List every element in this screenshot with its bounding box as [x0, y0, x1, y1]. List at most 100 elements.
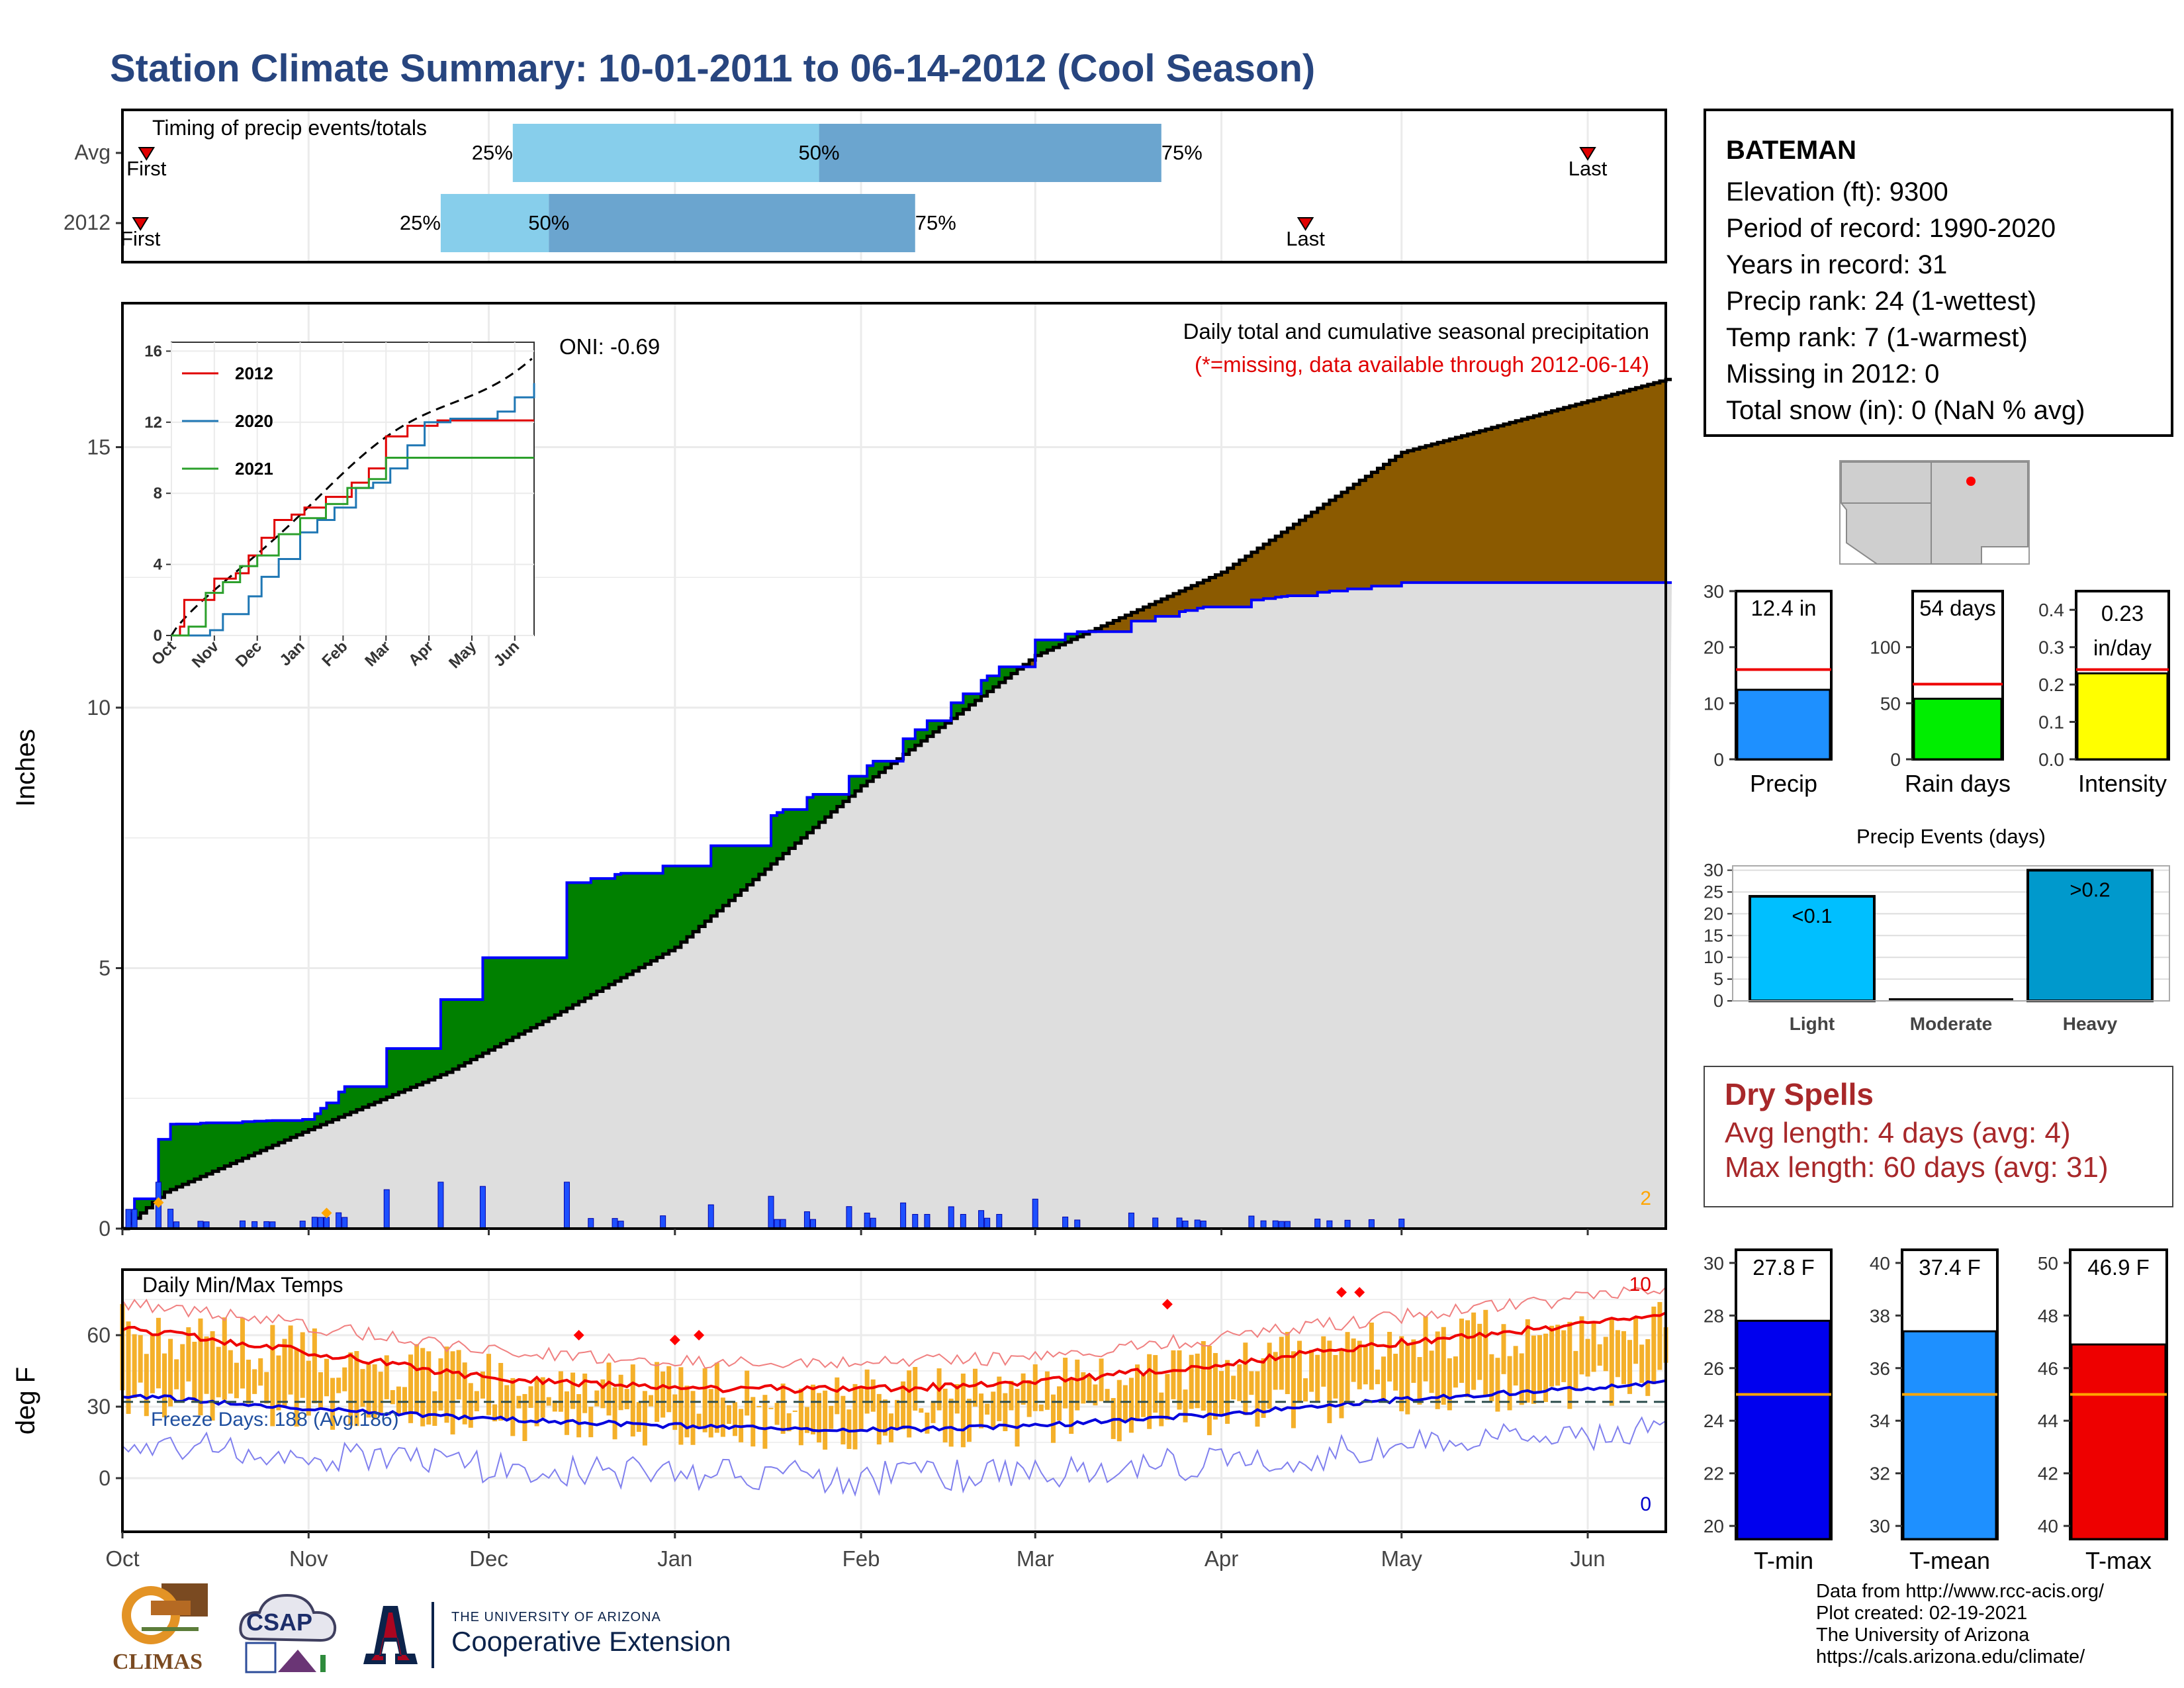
temp-daily-bar [300, 1332, 305, 1398]
month-label: Jun [1570, 1546, 1605, 1571]
month-label: Feb [842, 1546, 880, 1571]
temp-daily-bar [1489, 1354, 1494, 1401]
precip-ytick-label: 10 [87, 696, 111, 720]
temp-daily-bar [1285, 1332, 1290, 1395]
precip-daily-bar [612, 1218, 618, 1229]
temp-daily-bar [306, 1360, 311, 1416]
temp-daily-bar [1183, 1389, 1188, 1423]
temp-daily-bar [558, 1371, 563, 1412]
timing-bar-lower-Avg [512, 124, 819, 182]
temp-daily-bar [1069, 1378, 1074, 1434]
temp-record-marker [1354, 1287, 1365, 1298]
temp-daily-bar [1549, 1325, 1555, 1387]
station-period: Period of record: 1990-2020 [1726, 214, 2056, 243]
temp-daily-bar [1417, 1357, 1422, 1405]
temp-daily-bar [792, 1410, 797, 1412]
temp-bar-ytick-label: 24 [1704, 1411, 1724, 1431]
temp-daily-bar [762, 1395, 768, 1449]
temp-daily-bar [216, 1346, 221, 1397]
temp-daily-bar [1297, 1340, 1302, 1403]
temp-panel-bg [122, 1270, 1666, 1532]
precip-daily-bar [1062, 1216, 1069, 1229]
temp-daily-bar [1075, 1359, 1080, 1411]
precip-daily-bar [864, 1212, 870, 1229]
temp-daily-bar [745, 1370, 750, 1416]
events-category-label: Light [1790, 1013, 1835, 1034]
ua-university-label: THE UNIVERSITY OF ARIZONA [451, 1610, 661, 1624]
temp-bar-ytick-label: 50 [2038, 1253, 2058, 1274]
temp-daily-bar [1195, 1353, 1200, 1409]
precip-daily-bar [984, 1217, 991, 1229]
mini-bar-label-2: 0.23 [2101, 601, 2144, 626]
temp-daily-bar [1093, 1384, 1098, 1406]
temp-daily-bar [702, 1368, 707, 1432]
temp-daily-bar [1134, 1364, 1140, 1421]
temp-daily-bar [498, 1362, 504, 1421]
ua-extension-label: Cooperative Extension [451, 1626, 731, 1657]
events-title: Precip Events (days) [1856, 825, 2046, 848]
precip-daily-bar [1032, 1198, 1038, 1229]
precip-daily-bar [978, 1210, 985, 1229]
inset-2012-line [171, 419, 534, 637]
temp-daily-bar [733, 1402, 738, 1436]
freeze-days-label: Freeze Days: 188 (Avg:186) [151, 1409, 399, 1430]
temp-daily-bar [546, 1397, 551, 1406]
temp-bar-ytick-label: 44 [2038, 1411, 2058, 1431]
temp-daily-bar [1225, 1360, 1230, 1424]
ua-logo [361, 1601, 420, 1667]
temp-daily-bar [486, 1354, 492, 1415]
timing-last-label: Last [1569, 157, 1608, 180]
temp-daily-bar [882, 1399, 887, 1436]
temp-bar-value-2 [2070, 1343, 2167, 1540]
mini-bar-ytick-label: 0.1 [2038, 712, 2064, 733]
temp-daily-bar [804, 1407, 809, 1433]
temp-daily-bar [954, 1383, 960, 1414]
events-bar-label: <0.1 [1792, 904, 1832, 927]
temp-daily-bar [1603, 1336, 1608, 1372]
temp-daily-bar [985, 1403, 990, 1415]
events-ytick-label: 5 [1713, 969, 1723, 989]
inset-legend-label: 2012 [235, 363, 273, 383]
timing-last-marker [1579, 147, 1596, 161]
temp-daily-bar [841, 1395, 846, 1445]
temp-daily-bar [276, 1355, 281, 1411]
temp-bar-ytick-label: 42 [2038, 1464, 2058, 1484]
temp-daily-bar [588, 1407, 594, 1438]
mini-bar-ytick-label: 10 [1704, 693, 1724, 714]
temp-daily-bar [1243, 1342, 1248, 1415]
temp-daily-bar [432, 1391, 437, 1427]
temp-daily-bar [444, 1346, 449, 1423]
temp-daily-bar [1369, 1322, 1374, 1390]
timing-q75-label: 75% [915, 211, 956, 234]
inset-ytick-label: 8 [154, 485, 162, 502]
temp-bar-value-1 [1902, 1330, 1997, 1540]
precip-daily-bar [960, 1213, 966, 1229]
temp-daily-bar [132, 1334, 137, 1399]
temp-daily-bar [846, 1409, 852, 1449]
timing-last-label: Last [1286, 227, 1325, 250]
temp-daily-bar [925, 1412, 930, 1434]
temp-daily-bar [174, 1359, 179, 1389]
temp-daily-bar [570, 1372, 576, 1409]
temp-daily-bar [1050, 1394, 1056, 1443]
month-label: Jan [657, 1546, 692, 1571]
temp-bar-name-1: T-mean [1909, 1547, 1990, 1574]
temp-daily-bar [1555, 1325, 1561, 1386]
credit-university: The University of Arizona [1816, 1624, 2030, 1646]
temp-daily-bar [823, 1390, 828, 1450]
mini-bar-label-0: 12.4 in [1751, 596, 1816, 620]
temp-daily-bar [1561, 1330, 1567, 1382]
precip-area-below-avg [897, 381, 1666, 761]
temp-daily-bar [138, 1335, 143, 1383]
precip-daily-bar [563, 1182, 570, 1229]
station-info-box: BATEMAN Elevation (ft): 9300 Period of r… [1704, 109, 2173, 437]
temp-daily-bar [1627, 1340, 1633, 1394]
temp-daily-bar [1609, 1319, 1614, 1406]
temp-daily-bar [1375, 1369, 1380, 1385]
temp-daily-bar [1087, 1374, 1092, 1403]
precip-ytick-label: 5 [99, 957, 111, 980]
precip-ytick-label: 15 [87, 436, 111, 459]
temp-ytick-label: 60 [87, 1323, 111, 1347]
temp-daily-bar [1116, 1380, 1122, 1442]
temp-daily-bar [1471, 1312, 1477, 1390]
